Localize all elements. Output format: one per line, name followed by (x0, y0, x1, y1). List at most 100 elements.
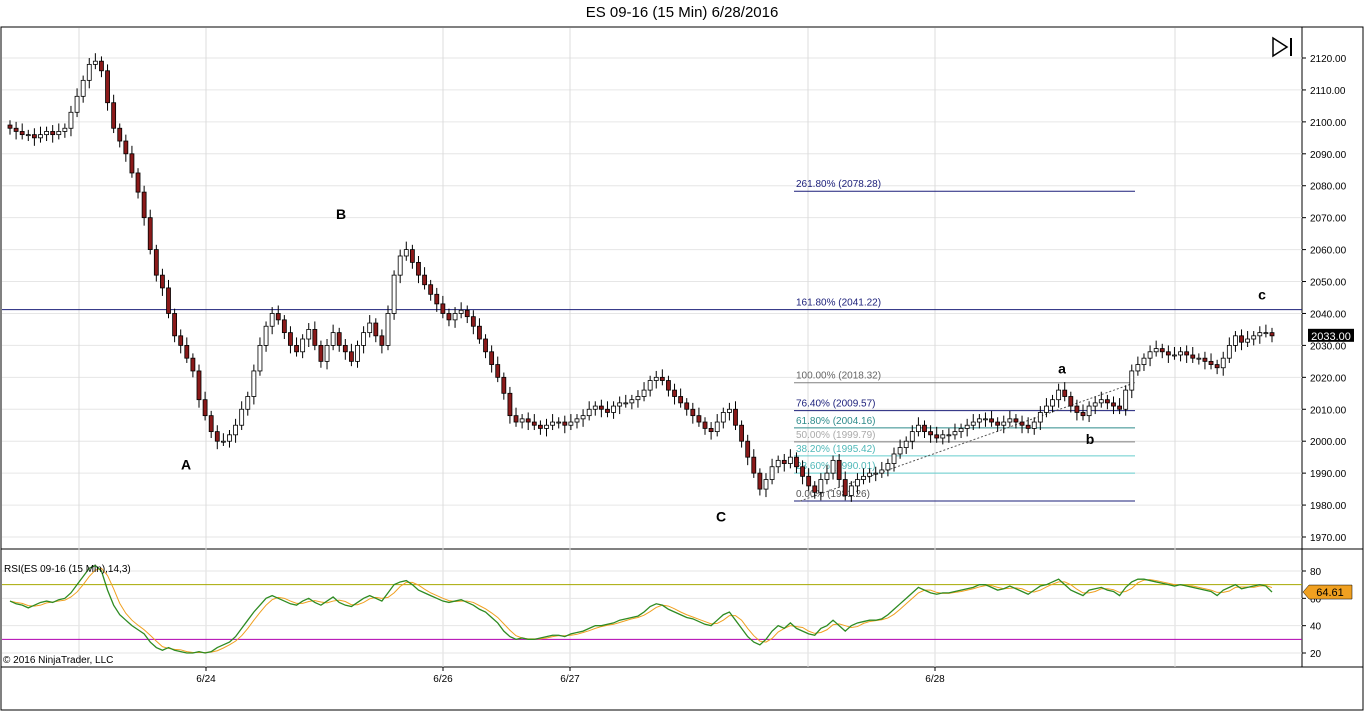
candle-body (1074, 405, 1080, 413)
rsi-last-label: 64.61 (1316, 587, 1344, 599)
candle-body (446, 313, 452, 321)
candle-body (99, 60, 104, 72)
rsi-last-marker: 64.61 (1302, 584, 1353, 600)
candle-body (153, 249, 159, 276)
candle-body (19, 131, 25, 136)
candle-body (349, 351, 354, 362)
candle-body (1019, 421, 1025, 426)
candle-body (684, 402, 690, 410)
candle-body (324, 344, 330, 362)
fib-anchor-trendline[interactable] (799, 382, 1136, 502)
candle-body (757, 472, 763, 490)
candle-body (1104, 399, 1110, 404)
candle-body (989, 418, 994, 423)
candle-body (519, 418, 525, 423)
candle-body (1098, 399, 1104, 404)
candle-body (31, 134, 37, 139)
wave-label: A (181, 456, 191, 472)
wave-label: C (716, 509, 726, 525)
candle-body (7, 124, 13, 129)
candle-body (25, 134, 31, 137)
candle-body (275, 313, 281, 321)
candle-body (915, 424, 921, 433)
candle-body (80, 79, 86, 97)
price-tick-label: 1990.00 (1310, 469, 1347, 480)
candle-body (367, 322, 373, 334)
candle-body (1141, 357, 1147, 365)
candle-body (775, 459, 781, 468)
rsi-tick-label: 20 (1310, 649, 1322, 660)
candle-body (507, 392, 513, 417)
candle-body (800, 466, 805, 477)
fib-level-label: 100.00% (2018.32) (796, 371, 881, 382)
candle-body (74, 95, 80, 113)
candle-body (1263, 332, 1269, 335)
candle-body (227, 434, 232, 442)
candle-body (635, 396, 641, 401)
candle-body (1129, 370, 1135, 391)
candle-body (812, 485, 818, 493)
candle-body (867, 472, 873, 477)
skip-to-end-icon[interactable] (1272, 36, 1292, 58)
fib-level-label: 38.20% (1995.42) (796, 444, 876, 455)
candle-body (294, 344, 299, 353)
candle-body (1092, 402, 1098, 407)
candle-body (1184, 351, 1190, 356)
fib-level-label: 0.00% (1981.26) (796, 489, 870, 500)
time-tick-label: 6/28 (925, 674, 945, 685)
candle-body (1044, 405, 1049, 413)
candle-body (787, 456, 793, 464)
candle-body (952, 431, 958, 436)
candle-body (1013, 418, 1019, 423)
rsi-grid (2, 570, 1302, 654)
candle-body (239, 408, 245, 426)
candle-body (1172, 354, 1177, 357)
fib-level-label: 23.60% (1990.01) (796, 461, 876, 472)
candle-body (263, 325, 269, 346)
candle-body (1251, 335, 1257, 340)
rsi-line (9, 564, 1273, 654)
candle-body (196, 370, 202, 401)
candle-body (166, 287, 171, 314)
candle-body (1196, 357, 1202, 360)
wave-label: a (1058, 361, 1066, 377)
candle-body (848, 485, 854, 496)
candle-body (690, 408, 696, 417)
candle-body (434, 293, 440, 305)
price-tick-label: 2120.00 (1310, 54, 1347, 65)
candle-body (336, 332, 342, 346)
candle-body (678, 396, 684, 404)
candle-body (818, 479, 824, 493)
candle-body (605, 408, 610, 413)
candle-body (538, 424, 543, 429)
candle-body (422, 274, 427, 286)
candle-body (1007, 418, 1013, 423)
candle-body (397, 255, 403, 276)
wave-label: b (1086, 431, 1095, 447)
candle-body (666, 380, 671, 391)
candle-body (44, 131, 49, 136)
price-tick-label: 2020.00 (1310, 373, 1347, 384)
candle-body (830, 459, 836, 474)
fibonacci-extension[interactable]: 261.80% (2078.28) 161.80% (2041.22) 100.00… (794, 179, 1135, 502)
candle-body (111, 102, 117, 129)
candle-body (251, 370, 257, 397)
candle-body (708, 428, 714, 433)
candle-body (50, 131, 56, 136)
candle-body (172, 313, 178, 337)
time-tick-label: 6/27 (560, 674, 580, 685)
candle-body (702, 421, 708, 429)
candle-body (208, 415, 214, 433)
candle-body (1031, 421, 1037, 429)
price-tick-label: 2050.00 (1310, 278, 1347, 289)
candle-body (769, 466, 775, 480)
candle-body (623, 402, 629, 405)
candle-body (184, 344, 190, 359)
candle-body (416, 261, 421, 276)
candle-body (495, 364, 501, 378)
price-tick-label: 2080.00 (1310, 182, 1347, 193)
candle-body (135, 172, 141, 193)
candle-body (1056, 389, 1062, 401)
candle-body (903, 440, 909, 448)
